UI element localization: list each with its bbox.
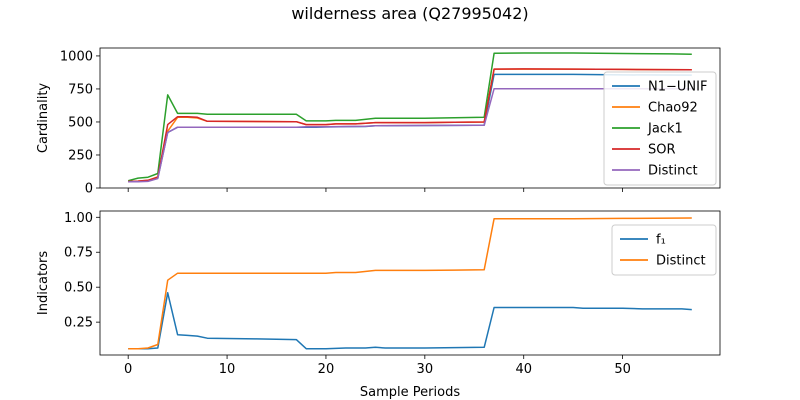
indicators-panel: 0 10 20 30 40 50 0.25 0.50 0.75 1.00 Indicators Sam… [36,210,721,400]
x-tick-label: 30 [417,362,434,377]
y-tick-label: 0.25 [64,316,93,331]
x-tick-label: 0 [124,362,132,377]
x-axis-label: Sample Periods [360,385,460,400]
y-tick-label: 1.00 [64,211,93,226]
legend-frame [611,224,717,276]
legend-label: Chao92 [648,101,698,116]
legend: N1−UNIF Chao92 Jack1 SOR Distinct [603,71,717,186]
legend-label: SOR [648,143,676,158]
x-tick-label: 50 [614,362,631,377]
cardinality-panel: 0 250 500 750 1000 Cardinality N1−UNIF Chao92 Ja… [36,47,721,197]
legend-label: Distinct [648,164,698,179]
axes-frame [99,210,721,356]
legend-label: N1−UNIF [648,80,707,95]
series-line-0 [128,292,692,350]
y-axis-label: Indicators [36,251,51,315]
series-line-2 [128,52,692,182]
x-tick-label: 40 [515,362,532,377]
y-tick-label: 0 [85,182,93,197]
y-tick-label: 1000 [60,49,93,64]
y-tick-label: 0.75 [64,246,93,261]
legend-label: Jack1 [647,122,683,137]
x-tick-label: 20 [318,362,335,377]
y-tick-label: 0.50 [64,281,93,296]
legend-label: f₁ [656,233,666,248]
axes-frame [99,47,721,189]
y-tick-label: 750 [68,82,93,97]
series-line-3 [128,68,692,183]
y-axis-label: Cardinality [36,83,51,154]
figure-title: wilderness area (Q27995042) [291,4,528,23]
legend: f₁ Distinct [611,224,717,276]
legend-label: Distinct [656,254,706,269]
y-tick-label: 500 [68,115,93,130]
x-tick-label: 10 [219,362,236,377]
series-line-1 [128,217,692,350]
y-tick-label: 250 [68,148,93,163]
legend-frame [603,71,717,186]
series-line-4 [128,87,692,183]
